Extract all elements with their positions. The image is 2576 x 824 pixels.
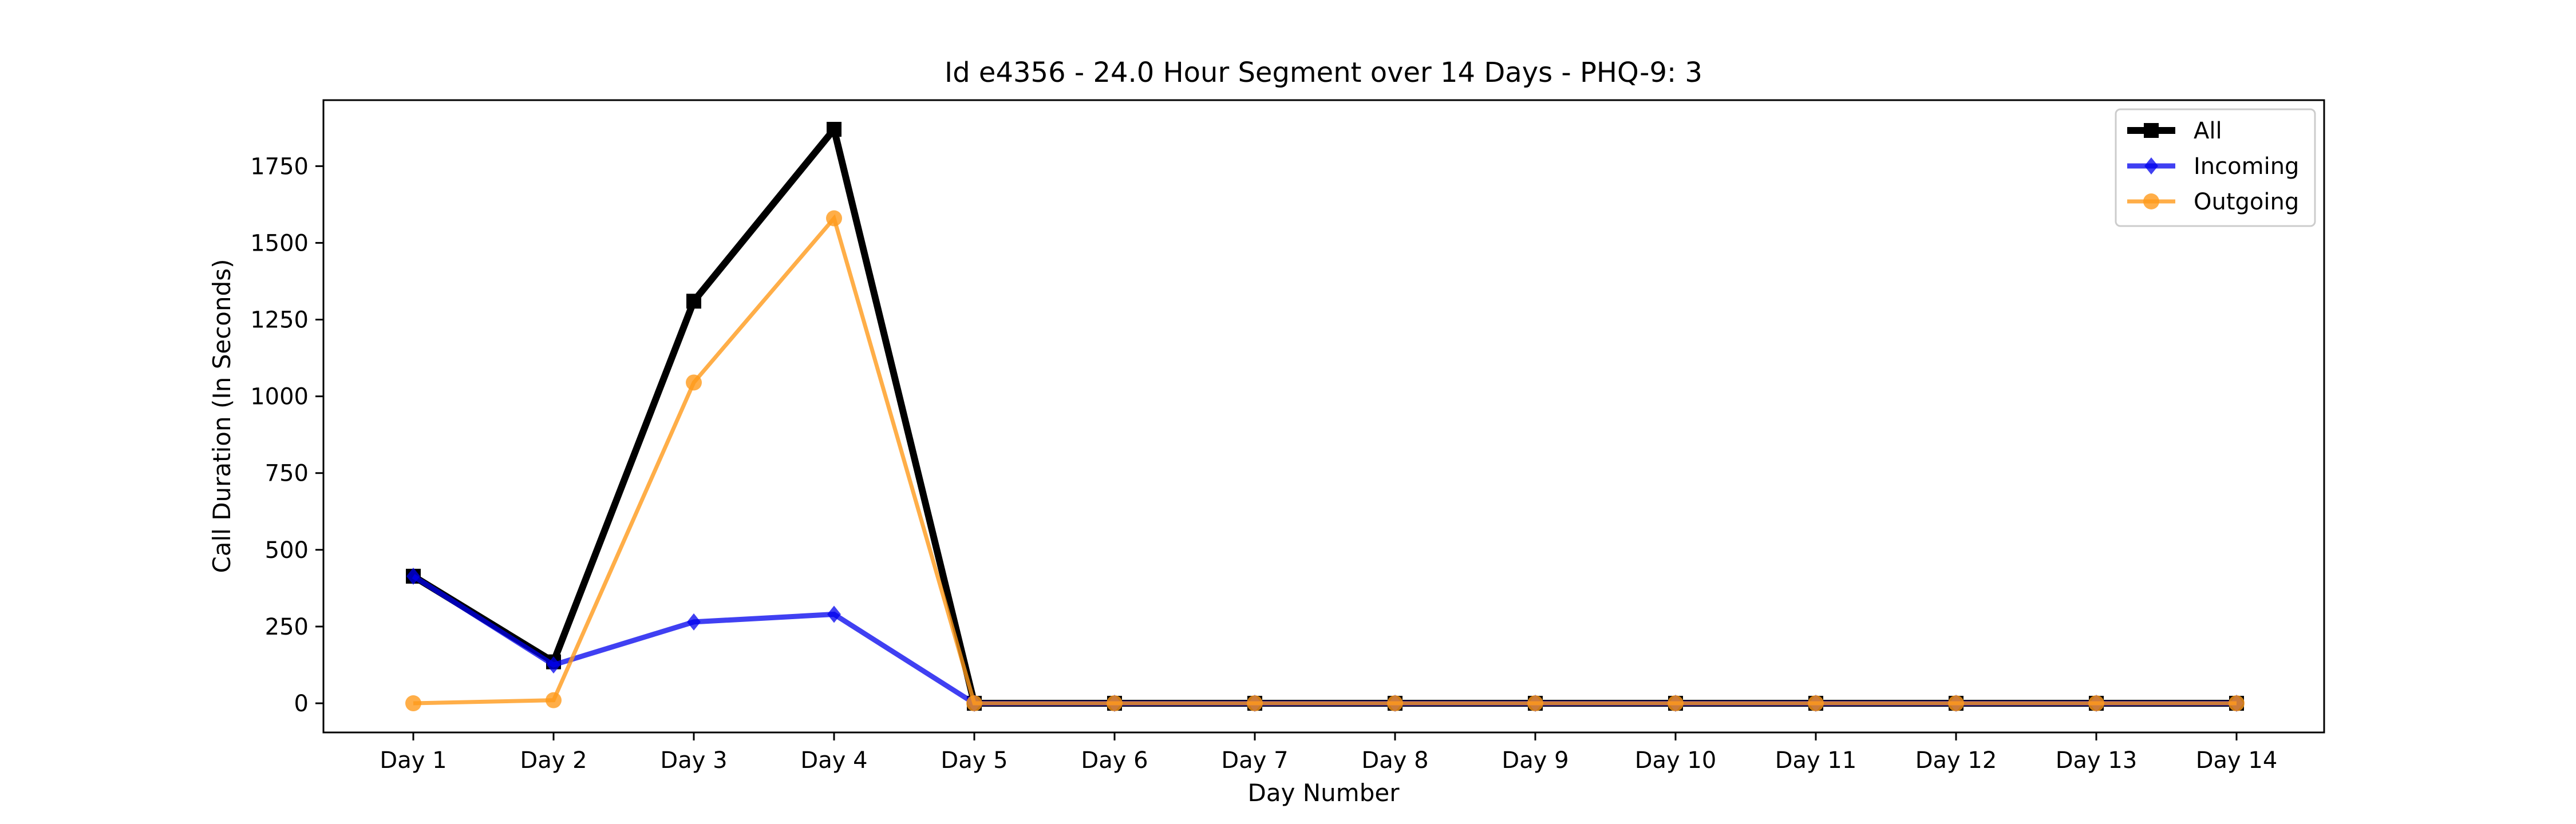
data-point-outgoing — [686, 374, 702, 391]
legend-entry-all: All — [2127, 118, 2222, 144]
data-point-all — [827, 121, 841, 137]
data-point-outgoing — [2229, 695, 2245, 712]
y-tick-label: 0 — [294, 691, 309, 717]
data-point-outgoing — [1948, 695, 1964, 712]
y-tick-label: 500 — [265, 537, 309, 564]
x-tick-label: Day 5 — [941, 747, 1008, 774]
series-outgoing — [405, 210, 2245, 712]
data-point-outgoing — [405, 695, 421, 712]
x-tick-label: Day 6 — [1081, 747, 1148, 774]
x-tick-label: Day 14 — [2196, 747, 2278, 774]
data-point-incoming — [406, 567, 420, 585]
data-point-incoming — [547, 656, 560, 674]
data-point-outgoing — [1808, 695, 1824, 712]
y-tick-label: 250 — [265, 614, 309, 640]
plot-frame — [322, 99, 2325, 734]
data-point-incoming — [827, 605, 841, 623]
x-tick-label: Day 12 — [1915, 747, 1997, 774]
x-tick-label: Day 13 — [2056, 747, 2138, 774]
data-point-outgoing — [1387, 695, 1403, 712]
data-point-incoming — [687, 613, 701, 631]
x-tick-label: Day 4 — [800, 747, 867, 774]
data-point-outgoing — [1527, 695, 1543, 712]
plot-area: Day 1 Day 2 Day 3 Day 4 Day 5 Day 6 Day 7 Day 8… — [250, 121, 2278, 774]
data-point-outgoing — [826, 210, 842, 227]
x-tick-label: Day 2 — [520, 747, 587, 774]
series-line-outgoing — [413, 214, 2237, 706]
legend-label-all: All — [2194, 118, 2222, 144]
legend-label-outgoing: Outgoing — [2194, 189, 2299, 215]
data-point-all — [686, 294, 701, 309]
y-tick-label: 1250 — [250, 307, 309, 334]
data-point-outgoing — [1668, 695, 1684, 712]
y-tick-label: 1750 — [250, 153, 309, 180]
data-point-outgoing — [1247, 695, 1263, 712]
chart-title: Id e4356 - 24.0 Hour Segment over 14 Day… — [945, 57, 1702, 89]
legend-label-incoming: Incoming — [2194, 153, 2299, 180]
legend-marker-incoming — [2144, 157, 2158, 175]
y-tick-label: 1000 — [250, 384, 309, 410]
legend-marker-outgoing — [2143, 193, 2159, 209]
x-tick-label: Day 11 — [1775, 747, 1857, 774]
legend-box — [2115, 108, 2316, 227]
x-tick-label: Day 3 — [660, 747, 727, 774]
y-tick-label: 750 — [265, 461, 309, 487]
x-axis-label: Day Number — [1247, 779, 1400, 807]
legend-marker-all — [2144, 123, 2159, 138]
x-tick-label: Day 7 — [1221, 747, 1288, 774]
data-point-outgoing — [1107, 695, 1123, 712]
data-point-outgoing — [546, 692, 562, 708]
x-tick-label: Day 9 — [1502, 747, 1568, 774]
x-tick-label: Day 1 — [380, 747, 447, 774]
y-tick-label: 1500 — [250, 230, 309, 256]
legend-items: All Incoming Outgoing — [2127, 118, 2299, 215]
data-point-outgoing — [2088, 695, 2104, 712]
x-tick-label: Day 8 — [1361, 747, 1428, 774]
legend-entry-outgoing: Outgoing — [2127, 189, 2299, 215]
data-point-outgoing — [966, 695, 982, 712]
legend: All Incoming Outgoing — [2115, 108, 2316, 227]
legend-entry-incoming: Incoming — [2127, 153, 2299, 180]
x-tick-label: Day 10 — [1635, 747, 1717, 774]
y-axis-label: Call Duration (In Seconds) — [208, 259, 236, 573]
